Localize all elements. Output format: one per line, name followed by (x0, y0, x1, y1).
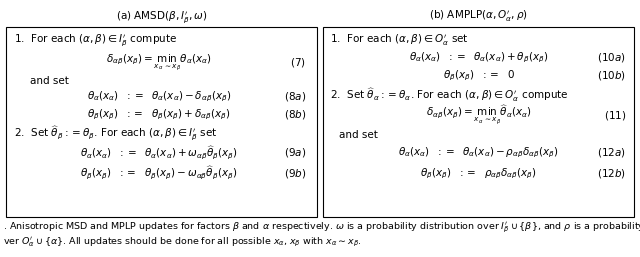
Text: 1.  For each $(\alpha, \beta) \in I^{\prime}_{\beta}$ compute: 1. For each $(\alpha, \beta) \in I^{\pri… (14, 32, 177, 48)
Text: $\theta_{\alpha}(\mathit{x}_{\alpha})\ \ :=\ \ \theta_{\alpha}(\mathit{x}_{\alph: $\theta_{\alpha}(\mathit{x}_{\alpha})\ \… (80, 144, 237, 161)
Text: $\theta_{\alpha}(\mathit{x}_{\alpha})\ \ :=\ \ \theta_{\alpha}(\mathit{x}_{\alph: $\theta_{\alpha}(\mathit{x}_{\alpha})\ \… (86, 89, 231, 104)
Text: $(10b)$: $(10b)$ (597, 69, 626, 82)
Text: 2.  Set $\widehat{\theta}_{\alpha} := \theta_{\alpha}$. For each $(\alpha, \beta: 2. Set $\widehat{\theta}_{\alpha} := \th… (330, 86, 568, 104)
Text: $\theta_{\alpha}(\mathit{x}_{\alpha})\ \ :=\ \ \theta_{\alpha}(\mathit{x}_{\alph: $\theta_{\alpha}(\mathit{x}_{\alpha})\ \… (399, 146, 559, 160)
Text: and set: and set (30, 76, 69, 86)
Text: $(10a)$: $(10a)$ (597, 51, 626, 64)
Text: $(9a)$: $(9a)$ (284, 146, 306, 159)
Text: $(7)$: $(7)$ (290, 57, 306, 69)
FancyBboxPatch shape (323, 27, 634, 217)
Text: $(11)$: $(11)$ (604, 109, 626, 122)
Text: $\theta_{\beta}(\mathit{x}_{\beta})\ \ :=\ \ 0$: $\theta_{\beta}(\mathit{x}_{\beta})\ \ :… (443, 69, 515, 83)
Text: 2.  Set $\widehat{\theta}_{\beta} := \theta_{\beta}$. For each $(\alpha, \beta) : 2. Set $\widehat{\theta}_{\beta} := \the… (14, 124, 218, 143)
Text: $(8a)$: $(8a)$ (284, 90, 306, 103)
Text: and set: and set (339, 130, 378, 140)
Text: . Anisotropic MSD and MPLP updates for factors $\beta$ and $\alpha$ respectively: . Anisotropic MSD and MPLP updates for f… (3, 220, 640, 235)
Text: 1.  For each $(\alpha, \beta) \in O^{\prime}_{\alpha}$ set: 1. For each $(\alpha, \beta) \in O^{\pri… (330, 32, 468, 48)
Text: ver $O^{\prime}_{\alpha} \cup \{\alpha\}$. All updates should be done for all po: ver $O^{\prime}_{\alpha} \cup \{\alpha\}… (3, 236, 362, 249)
Text: $\theta_{\alpha}(\mathit{x}_{\alpha})\ \ :=\ \ \theta_{\alpha}(\mathit{x}_{\alph: $\theta_{\alpha}(\mathit{x}_{\alpha})\ \… (409, 51, 548, 65)
Text: $\delta_{\alpha\beta}(\mathit{x}_{\beta}) = \min_{\mathit{x}_{\alpha} \sim \math: $\delta_{\alpha\beta}(\mathit{x}_{\beta}… (426, 104, 532, 127)
Text: $(9b)$: $(9b)$ (284, 167, 306, 180)
Text: (b) $\mathrm{AMPLP}(\alpha, O^{\prime}_{\alpha}, \rho)$: (b) $\mathrm{AMPLP}(\alpha, O^{\prime}_{… (429, 9, 528, 24)
Text: $(12a)$: $(12a)$ (597, 146, 626, 159)
Text: $\theta_{\beta}(\mathit{x}_{\beta})\ \ :=\ \ \theta_{\beta}(\mathit{x}_{\beta}) : $\theta_{\beta}(\mathit{x}_{\beta})\ \ :… (87, 107, 230, 122)
Text: $\theta_{\beta}(\mathit{x}_{\beta})\ \ :=\ \ \theta_{\beta}(\mathit{x}_{\beta}) : $\theta_{\beta}(\mathit{x}_{\beta})\ \ :… (80, 165, 237, 182)
Text: $(12b)$: $(12b)$ (597, 167, 626, 180)
FancyBboxPatch shape (6, 27, 317, 217)
Text: $\delta_{\alpha\beta}(\mathit{x}_{\beta}) = \min_{\mathit{x}_{\alpha} \sim \math: $\delta_{\alpha\beta}(\mathit{x}_{\beta}… (106, 53, 211, 73)
Text: (a) $\mathrm{AMSD}(\beta, I^{\prime}_{\beta}, \omega)$: (a) $\mathrm{AMSD}(\beta, I^{\prime}_{\b… (116, 9, 207, 25)
Text: $\theta_{\beta}(\mathit{x}_{\beta})\ \ :=\ \ \rho_{\alpha\beta}\delta_{\alpha\be: $\theta_{\beta}(\mathit{x}_{\beta})\ \ :… (420, 166, 537, 181)
Text: $(8b)$: $(8b)$ (284, 108, 306, 121)
